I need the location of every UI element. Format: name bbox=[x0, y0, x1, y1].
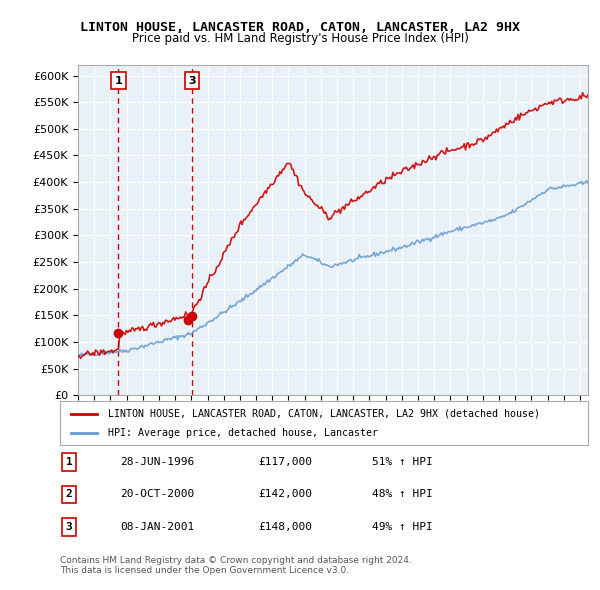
Text: LINTON HOUSE, LANCASTER ROAD, CATON, LANCASTER, LA2 9HX (detached house): LINTON HOUSE, LANCASTER ROAD, CATON, LAN… bbox=[107, 409, 539, 418]
Text: HPI: Average price, detached house, Lancaster: HPI: Average price, detached house, Lanc… bbox=[107, 428, 377, 438]
Text: £148,000: £148,000 bbox=[258, 522, 312, 532]
Text: 51% ↑ HPI: 51% ↑ HPI bbox=[372, 457, 433, 467]
Text: 3: 3 bbox=[188, 76, 196, 86]
Text: £142,000: £142,000 bbox=[258, 490, 312, 499]
Text: 1: 1 bbox=[65, 457, 73, 467]
Text: 3: 3 bbox=[65, 522, 73, 532]
Text: 2: 2 bbox=[65, 490, 73, 499]
Text: 1: 1 bbox=[115, 76, 122, 86]
Text: £117,000: £117,000 bbox=[258, 457, 312, 467]
Text: Price paid vs. HM Land Registry's House Price Index (HPI): Price paid vs. HM Land Registry's House … bbox=[131, 32, 469, 45]
Text: 08-JAN-2001: 08-JAN-2001 bbox=[120, 522, 194, 532]
Text: LINTON HOUSE, LANCASTER ROAD, CATON, LANCASTER, LA2 9HX: LINTON HOUSE, LANCASTER ROAD, CATON, LAN… bbox=[80, 21, 520, 34]
Text: 49% ↑ HPI: 49% ↑ HPI bbox=[372, 522, 433, 532]
Text: 20-OCT-2000: 20-OCT-2000 bbox=[120, 490, 194, 499]
Text: Contains HM Land Registry data © Crown copyright and database right 2024.
This d: Contains HM Land Registry data © Crown c… bbox=[60, 556, 412, 575]
Text: 28-JUN-1996: 28-JUN-1996 bbox=[120, 457, 194, 467]
Text: 48% ↑ HPI: 48% ↑ HPI bbox=[372, 490, 433, 499]
